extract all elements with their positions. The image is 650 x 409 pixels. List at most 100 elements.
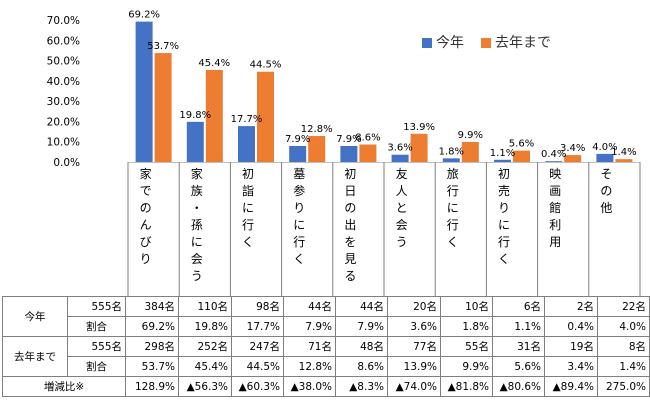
- legend-swatch-this-year: [422, 38, 432, 48]
- category-label-char: く: [447, 235, 459, 249]
- data-label: 9.9%: [458, 130, 483, 141]
- y-tick-label: 0.0%: [53, 157, 80, 169]
- category-label-char: 族: [191, 184, 203, 198]
- data-label: 1.1%: [490, 148, 515, 159]
- data-label: 45.4%: [198, 58, 230, 69]
- group-last-year: 去年まで: [2, 336, 68, 377]
- row-change-ratio: 増減比※ 128.9% ▲56.3% ▲60.3% ▲38.0% ▲8.3% ▲…: [2, 376, 650, 397]
- bar-last-year: [308, 136, 326, 162]
- category-label-char: 見: [344, 252, 356, 266]
- cell: 44名: [283, 296, 336, 317]
- cell: ▲60.3%: [231, 376, 284, 397]
- category-label-char: 出: [344, 218, 356, 232]
- category-label-char: 会: [191, 252, 203, 266]
- bar-this-year: [494, 159, 511, 162]
- cell: 4.0%: [597, 316, 650, 337]
- bar-this-year: [391, 154, 409, 162]
- data-label: 69.2%: [128, 10, 160, 21]
- cell: ▲89.4%: [544, 376, 598, 397]
- cell: 298名: [125, 336, 179, 357]
- category-label-char: 行: [447, 184, 459, 198]
- category-label-char: と: [396, 201, 408, 215]
- category-label: その他: [600, 167, 612, 215]
- cell: 71名: [283, 336, 336, 357]
- category-label-char: 行: [293, 235, 305, 249]
- cell: 247名: [231, 336, 284, 357]
- category-label-char: 利: [549, 218, 561, 232]
- bar-this-year: [340, 145, 358, 162]
- category-label-char: く: [242, 235, 254, 249]
- category-label-char: 行: [447, 218, 459, 232]
- category-label-char: 墓: [293, 167, 305, 181]
- bars: [135, 21, 633, 162]
- bar-last-year: [154, 53, 172, 162]
- category-label-char: に: [293, 218, 305, 232]
- category-label-char: 孫: [191, 218, 203, 232]
- category-label-char: の: [344, 201, 356, 215]
- bar-chart: 0.0%10.0%20.0%30.0%40.0%50.0%60.0%70.0% …: [47, 10, 641, 296]
- cell: 252名: [178, 336, 232, 357]
- cell: 3.6%: [387, 316, 441, 337]
- bar-this-year: [238, 126, 255, 162]
- cell: 2名: [544, 296, 598, 317]
- category-label-char: 詣: [242, 184, 254, 198]
- bar-last-year: [359, 144, 377, 162]
- category-label-char: 画: [549, 184, 561, 198]
- category-label-char: ・: [191, 201, 203, 215]
- legend-label-last-year: 去年まで: [495, 35, 551, 51]
- category-label-char: 行: [498, 235, 510, 249]
- data-label: 19.8%: [179, 110, 211, 121]
- data-label: 1.4%: [611, 147, 636, 158]
- data-label: 13.9%: [403, 122, 435, 133]
- cell: 77名: [387, 336, 441, 357]
- data-label: 1.8%: [439, 146, 464, 157]
- cell: 6名: [492, 296, 545, 317]
- cell: 98名: [231, 296, 284, 317]
- cell: 9.9%: [440, 356, 493, 377]
- category-label-char: 館: [549, 200, 561, 215]
- category-label-char: 他: [600, 201, 612, 215]
- cell: 0.4%: [544, 316, 598, 337]
- category-label-char: り: [498, 201, 510, 215]
- cell: 8.6%: [335, 356, 388, 377]
- group-this-year: 今年: [2, 296, 68, 337]
- category-label-char: 参: [293, 183, 305, 198]
- category-label-char: に: [498, 218, 510, 232]
- cell: 13.9%: [387, 356, 441, 377]
- category-label-char: の: [140, 201, 152, 215]
- category-label-char: そ: [600, 167, 612, 181]
- data-label: 4.0%: [592, 142, 617, 153]
- category-label-char: 初: [344, 167, 356, 181]
- cell: 19名: [544, 336, 598, 357]
- cell: ▲81.8%: [440, 376, 493, 397]
- cell: 275.0%: [597, 376, 650, 397]
- ratio-label: 割合: [67, 316, 126, 337]
- cell: 45.4%: [178, 356, 232, 377]
- data-labels: 69.2% 19.8% 17.7% 7.9% 7.9% 3.6% 1.8% 1.1% 0.4% 4…: [128, 10, 636, 161]
- legend-label-this-year: 今年: [436, 35, 464, 51]
- cell: 31名: [492, 336, 545, 357]
- cell: 48名: [335, 336, 388, 357]
- data-label: 53.7%: [147, 41, 179, 52]
- category-label-char: で: [140, 184, 152, 198]
- cell: 128.9%: [125, 376, 179, 397]
- ratio-label: 割合: [67, 356, 126, 377]
- cell: 44名: [335, 296, 388, 317]
- category-label-char: う: [396, 235, 408, 249]
- cell: 55名: [440, 336, 493, 357]
- data-label: 5.6%: [509, 139, 534, 150]
- category-label-char: 友: [396, 167, 408, 181]
- data-label: 3.4%: [560, 143, 585, 154]
- data-label: 0.4%: [541, 149, 566, 160]
- cell: 3.4%: [544, 356, 598, 377]
- data-label: 3.6%: [387, 143, 412, 154]
- bar-last-year: [513, 150, 530, 162]
- bar-this-year: [289, 145, 307, 162]
- y-tick-label: 40.0%: [47, 76, 80, 88]
